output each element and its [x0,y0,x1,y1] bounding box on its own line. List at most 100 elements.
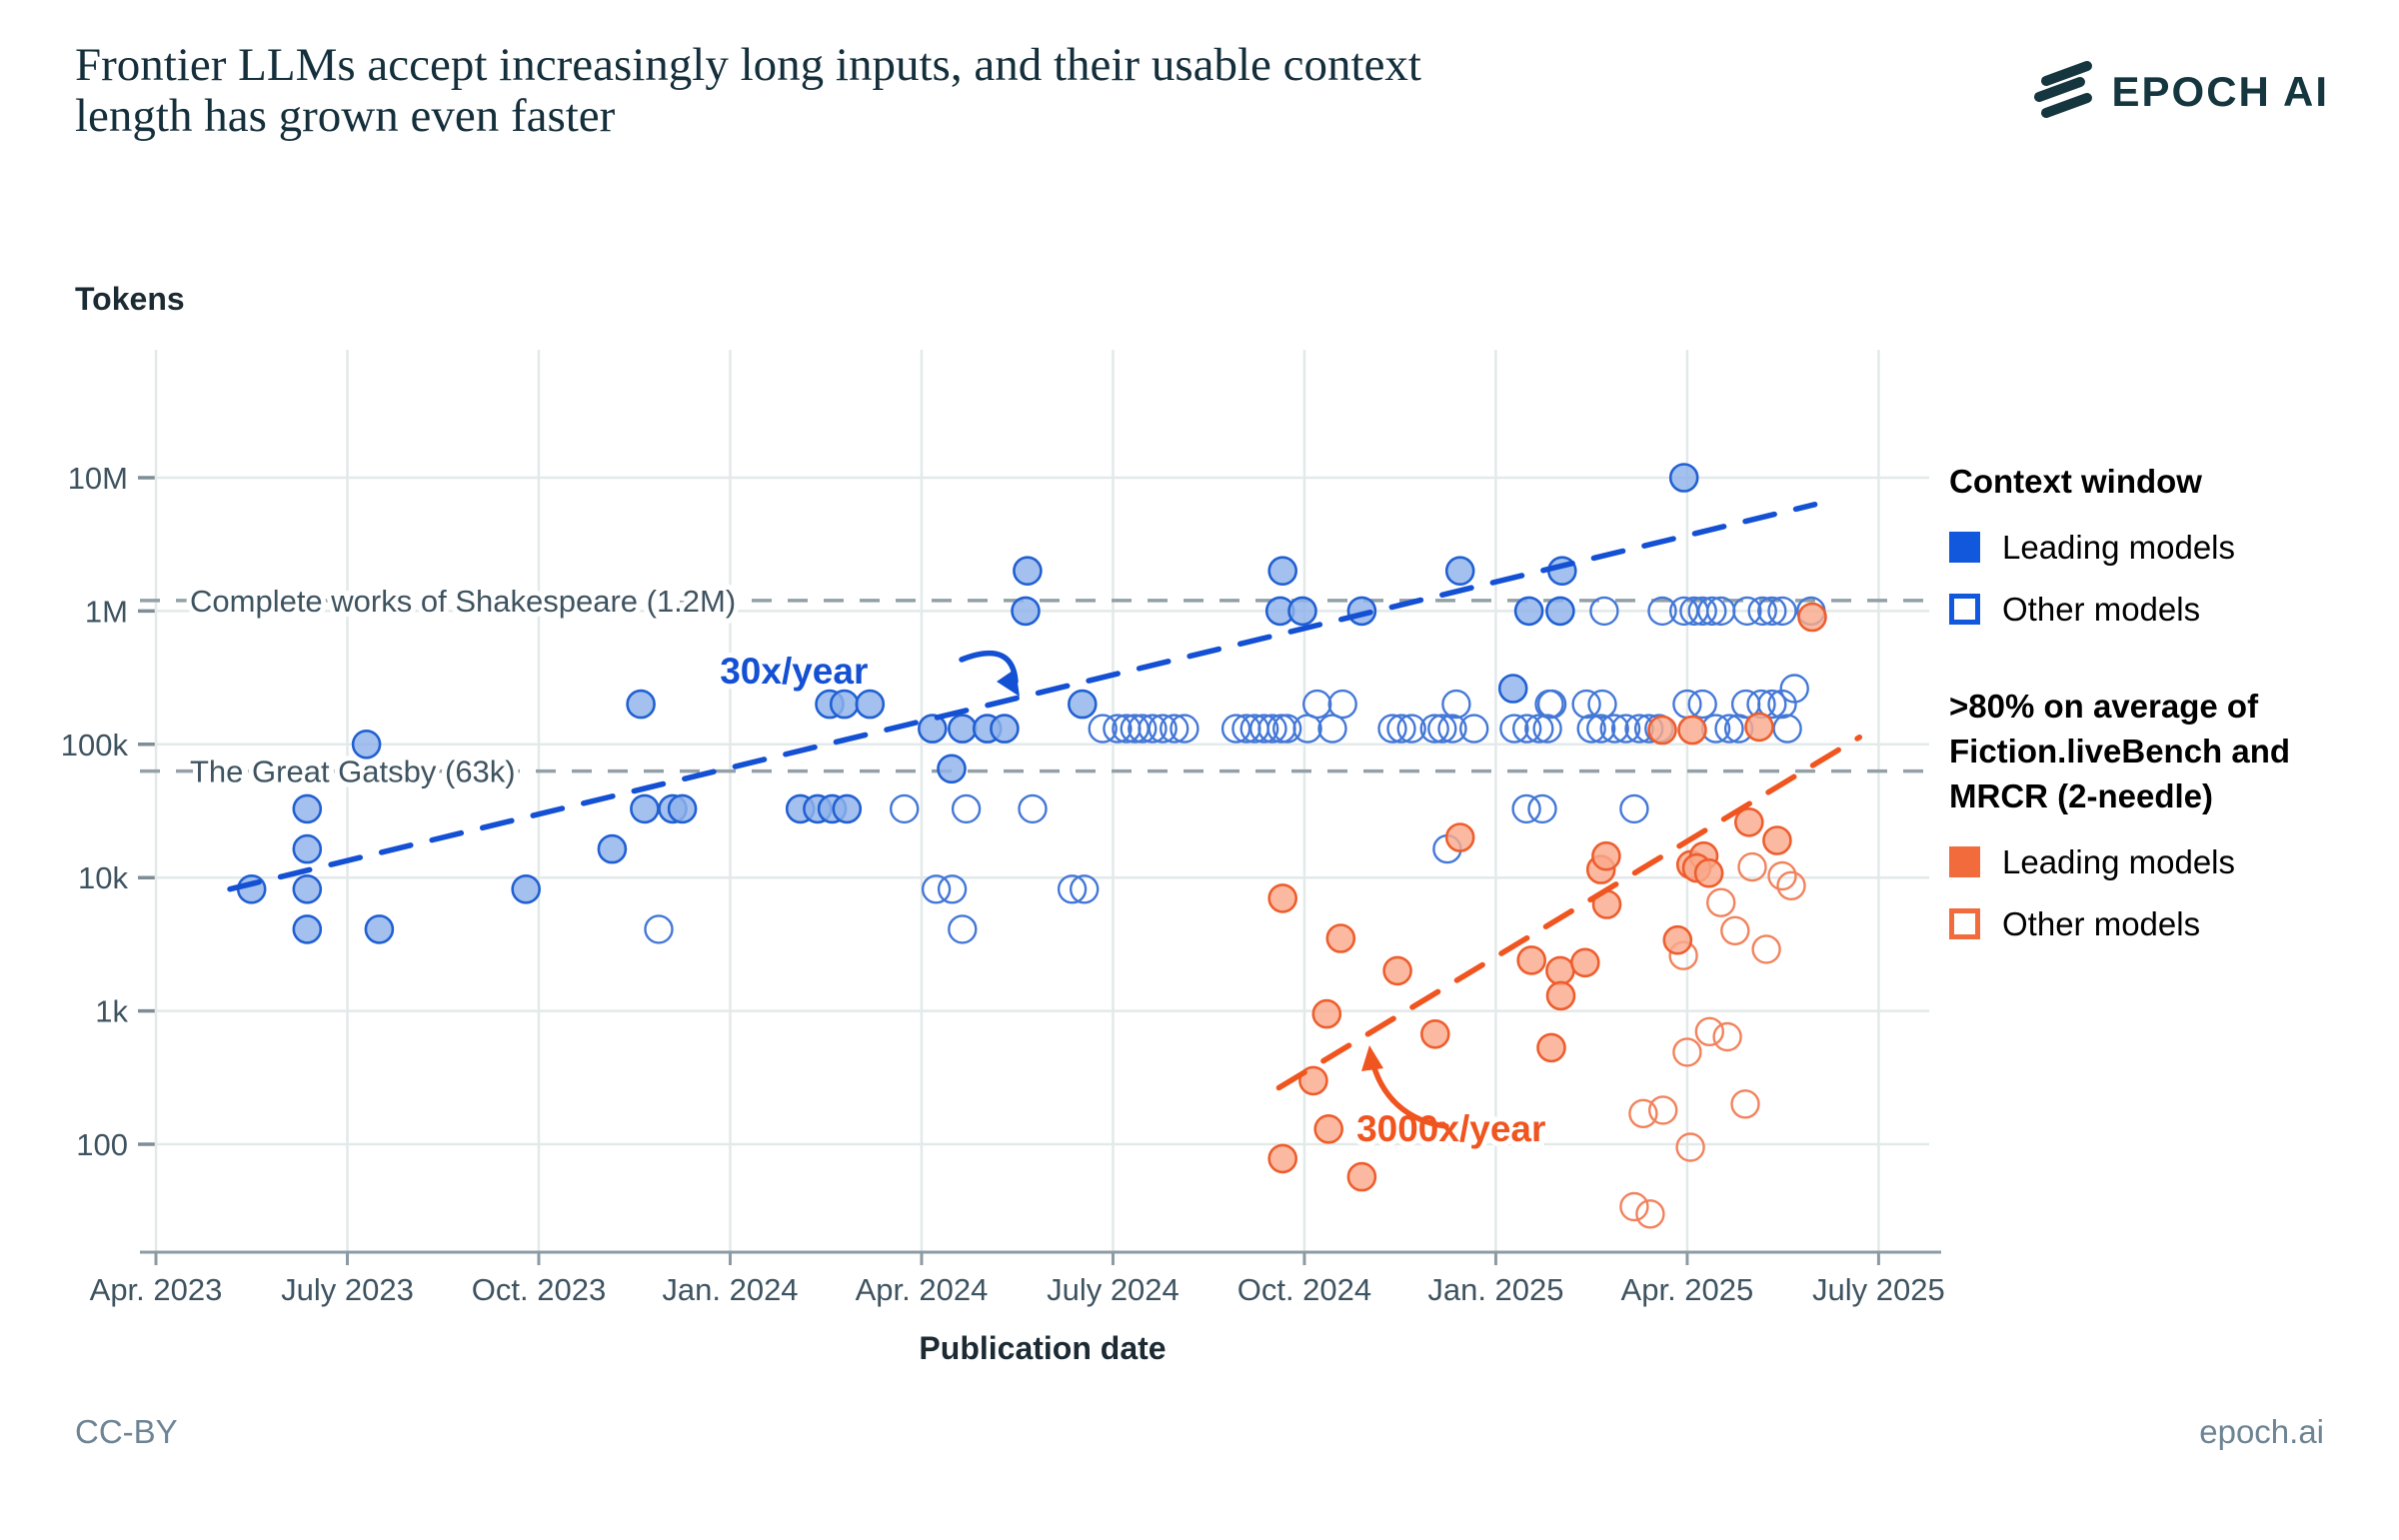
data-point [1693,857,1724,888]
data-point [1346,1161,1377,1192]
data-point [1271,714,1302,744]
data-point [1516,945,1546,975]
legend-label: Other models [2002,904,2201,942]
page-title: Frontier LLMs accept increasingly long i… [75,40,1424,142]
license-label: CC-BY [75,1413,178,1450]
data-point [1720,915,1750,945]
data-point [937,874,968,904]
legend-group2-l3: MRCR (2-needle) [1949,776,2214,814]
y-axis-title: Tokens [75,281,185,317]
data-point [1628,1098,1658,1129]
data-point [1267,1143,1297,1174]
data-point [1610,714,1641,744]
epoch-logo-text: EPOCH AI [2111,67,2329,115]
data-point [1662,924,1693,955]
trend-line-30xyear [227,502,1818,892]
data-point [1317,714,1347,744]
data-point [1589,596,1619,627]
data-point [236,873,267,904]
legend-group2-l1: >80% on average of [1949,687,2259,725]
data-point [1313,1114,1343,1144]
annotation-3000xyear: 3000x/year [1356,1108,1545,1149]
x-tick-label: Oct. 2023 [472,1272,606,1307]
data-point [1647,1095,1678,1125]
annotation-arrowhead-3000x [1361,1045,1383,1071]
data-point [1267,883,1297,913]
data-point [1730,1089,1760,1119]
data-point [1534,689,1564,720]
data-point [1292,714,1322,744]
data-point [351,729,382,760]
data-point [1013,556,1043,587]
legend-label: Other models [2002,590,2201,628]
data-point [1619,1191,1649,1222]
data-point [1527,793,1557,824]
x-tick-label: Oct. 2024 [1237,1272,1371,1307]
data-point [1697,596,1727,627]
data-point [292,833,323,864]
data-point [1672,1037,1702,1067]
x-tick-label: Jan. 2024 [662,1272,798,1307]
data-point [1647,596,1677,627]
data-point [667,793,698,824]
legend-item-bench-leading: Leading models [1949,843,2379,881]
series-blue-filled [236,463,1699,944]
legend-item-context-leading: Leading models [1949,529,2379,567]
data-point [1018,793,1048,824]
data-point [1287,596,1317,627]
data-point [1301,689,1332,720]
data-point [1011,596,1041,627]
data-point [1444,822,1475,852]
data-point [1396,714,1426,744]
x-tick-label: Apr. 2024 [856,1272,989,1307]
data-point [1757,596,1787,627]
legend-group1-title: Context window [1949,463,2202,500]
data-point [990,714,1020,744]
annotation-arrowhead-30x [997,669,1020,697]
y-tick-label: 100k [61,728,129,763]
data-point [1747,596,1777,627]
series-orange-open [1619,851,1806,1229]
data-point [1635,1199,1665,1229]
trend-line-3000xyear [1275,734,1863,1091]
data-point [1737,851,1767,882]
data-point [1069,874,1100,904]
data-point [1694,1016,1725,1047]
data-point [1712,1021,1742,1052]
data-point [1619,793,1649,824]
data-point [1382,955,1412,986]
legend-label: Leading models [2002,842,2235,880]
data-point [1128,714,1158,744]
data-point [1687,689,1717,720]
series-blue-open [644,596,1826,944]
data-point [1687,596,1717,627]
data-point [1779,674,1809,704]
series-orange-filled [1267,602,1827,1192]
data-point [597,833,628,864]
data-point [1088,714,1118,744]
chart-legend: Context window Leading models Other mode… [1949,460,2379,967]
data-point [292,793,323,824]
data-point [1311,998,1342,1029]
x-axis-title: Publication date [919,1330,1166,1366]
data-point [948,914,978,944]
data-point [1744,712,1774,743]
data-point [1103,714,1133,744]
data-point [511,873,542,904]
data-point [1532,714,1562,744]
data-point [1513,596,1544,627]
data-point [1675,1132,1705,1162]
blue-filled-swatch [1949,532,1980,564]
data-point [1545,980,1576,1011]
data-point [644,914,674,944]
data-point [1734,806,1764,837]
legend-group2-title: >80% on average of Fiction.liveBench and… [1949,685,2379,819]
data-point [1668,463,1699,493]
data-point [292,914,323,944]
data-point [1772,714,1802,744]
x-tick-label: July 2025 [1812,1272,1945,1307]
data-point [1570,947,1600,978]
data-point [1257,714,1287,744]
legend-item-bench-other: Other models [1949,905,2379,943]
data-point [1545,596,1575,627]
